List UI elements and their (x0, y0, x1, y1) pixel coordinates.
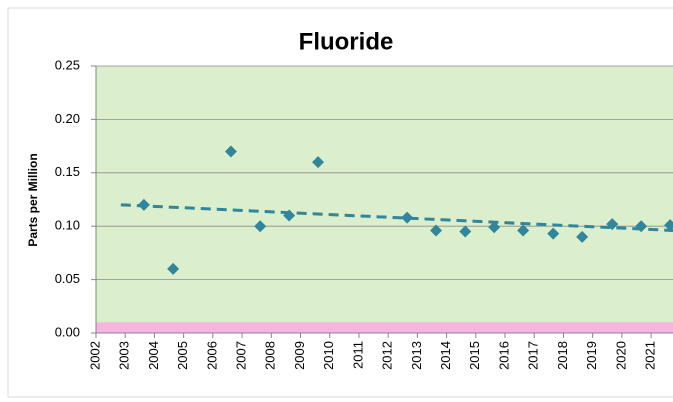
x-tick-label: 2018 (555, 341, 570, 370)
data-point (224, 145, 237, 158)
x-tick-label: 2013 (409, 341, 424, 370)
x-tick-label: 2017 (526, 341, 541, 370)
x-tick-label: 2021 (643, 341, 658, 370)
limit-band (96, 322, 673, 333)
x-tick-label: 2012 (380, 341, 395, 370)
x-tick-label: 2019 (584, 341, 599, 370)
y-tick-label: 0.20 (55, 111, 80, 126)
y-tick-label: 0.10 (55, 218, 80, 233)
x-tick-label: 2004 (146, 341, 161, 370)
data-point (401, 211, 414, 224)
y-tick-label: 0.25 (55, 57, 80, 72)
data-point (430, 224, 443, 237)
chart-frame (7, 7, 673, 398)
x-tick-label: 2003 (117, 341, 132, 370)
data-point (137, 198, 150, 211)
x-tick-label: 2010 (321, 341, 336, 370)
y-tick-label: 0.15 (55, 164, 80, 179)
data-point (517, 224, 530, 237)
data-point (459, 225, 472, 238)
y-tick-label: 0.00 (55, 324, 80, 339)
data-point (606, 218, 619, 231)
x-tick-label: 2002 (87, 341, 102, 370)
data-point (635, 220, 648, 233)
x-tick-label: 2005 (175, 341, 190, 370)
x-tick-label: 2008 (263, 341, 278, 370)
data-point (488, 221, 501, 234)
x-tick-label: 2020 (613, 341, 628, 370)
data-point (283, 209, 296, 222)
chart-title: Fluoride (299, 28, 394, 55)
y-tick-label: 0.05 (55, 271, 80, 286)
x-tick-label: 2009 (292, 341, 307, 370)
data-point (254, 220, 267, 233)
data-point (312, 156, 325, 169)
data-point (664, 219, 673, 232)
x-tick-label: 2014 (438, 341, 453, 370)
data-point (167, 262, 180, 275)
data-point (547, 227, 560, 240)
x-tick-label: 2011 (350, 341, 365, 369)
data-point (576, 230, 589, 243)
trendline (120, 203, 673, 232)
x-tick-label: 2015 (467, 341, 482, 370)
x-tick-label: 2016 (496, 341, 511, 370)
x-tick-label: 2007 (234, 341, 249, 370)
plot-background (96, 66, 673, 333)
y-axis-label: Parts per Million (26, 153, 40, 246)
x-tick-label: 2006 (204, 341, 219, 370)
